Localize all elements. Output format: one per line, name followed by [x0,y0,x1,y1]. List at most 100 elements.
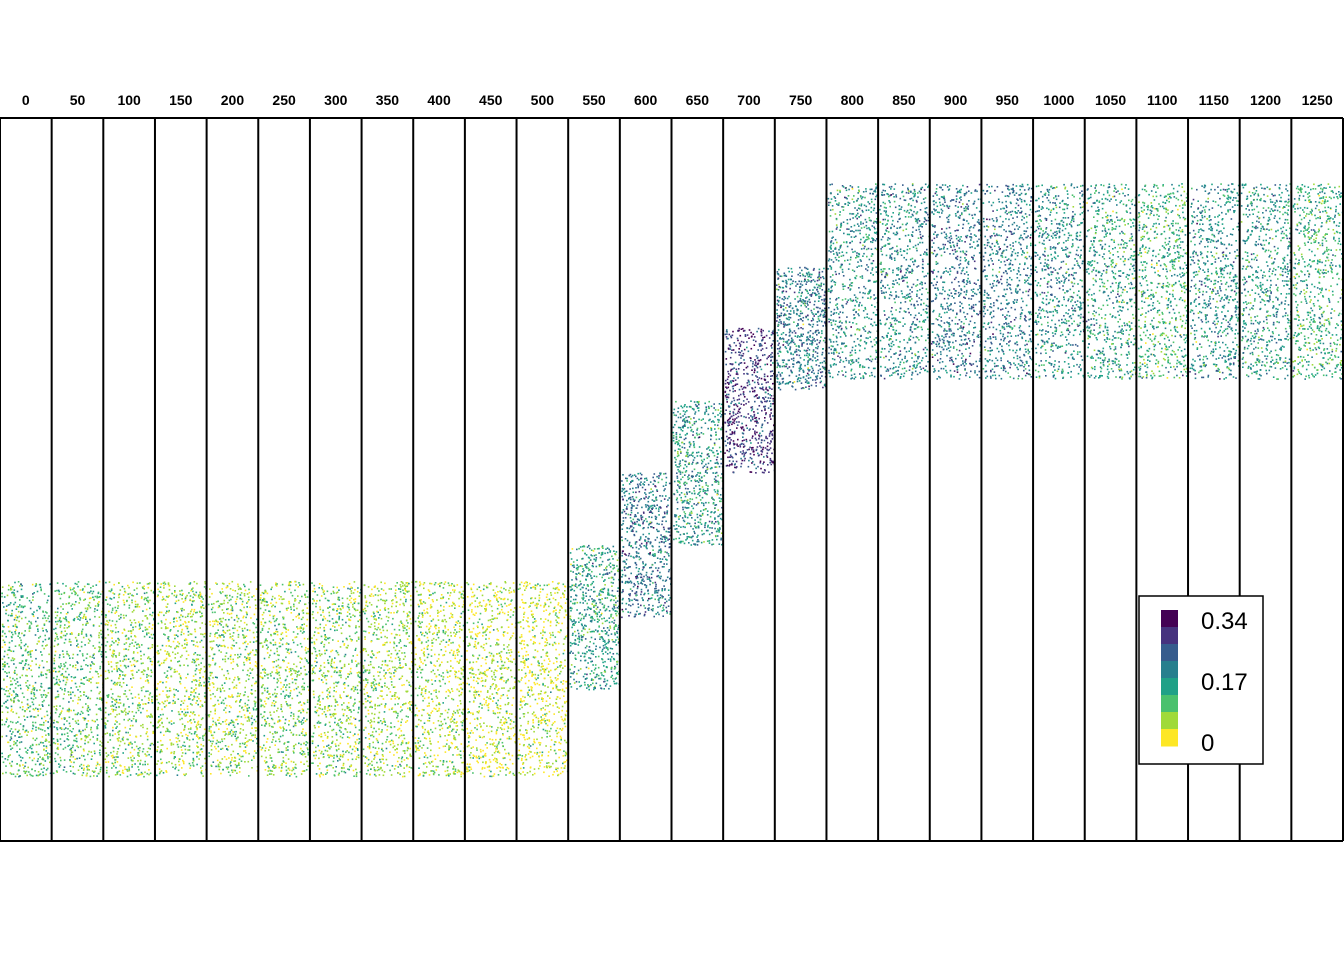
point [305,732,307,734]
point [46,661,48,663]
point [24,719,26,721]
point [376,587,379,590]
point [286,772,289,774]
point [299,701,301,703]
panel-label-16: 800 [841,92,865,108]
point [211,742,213,745]
point [111,640,114,643]
point [148,626,151,628]
point [55,770,58,772]
point [167,677,169,679]
point [25,648,27,651]
point [298,582,300,584]
point [321,674,323,676]
point [92,645,95,647]
point [169,655,171,657]
point [143,775,145,778]
point [396,716,398,719]
point [194,714,196,716]
point [1,635,4,637]
point [111,631,113,634]
point [142,748,145,750]
point [225,766,228,769]
point [195,659,198,661]
point [278,674,281,677]
point [47,756,49,758]
point [88,680,90,682]
point [302,627,305,630]
point [406,631,408,634]
point [292,639,294,641]
point [62,697,65,700]
point [109,713,112,715]
point [376,638,378,640]
point [326,599,329,602]
point [267,690,269,692]
point [248,720,251,722]
point [173,752,175,755]
point [83,677,86,679]
point [148,622,151,625]
point [213,705,216,707]
point [83,755,85,757]
point [355,773,358,776]
point [53,722,55,724]
point [260,713,262,716]
point [18,620,20,623]
point [268,767,270,770]
point [168,609,170,612]
point [109,597,111,600]
point [231,757,233,759]
point [317,714,320,717]
point [245,616,247,619]
point [14,669,16,672]
point [67,728,69,730]
point [181,615,184,618]
point [336,724,338,726]
point [367,620,370,623]
point [255,640,257,643]
point [354,718,357,720]
point [13,592,15,594]
point [197,723,200,726]
point [235,700,238,702]
point [198,685,200,687]
point [21,617,23,620]
point [222,731,225,733]
point [315,602,317,605]
point [118,770,121,772]
point [198,737,200,740]
point [294,678,296,681]
point [357,749,359,751]
point [9,602,12,604]
point [93,663,95,665]
point [160,620,163,622]
point [275,696,278,698]
point [304,593,306,596]
point [353,745,356,748]
panel-labels: 0 50 100 150 200 250 300 350 400 450 500 550 600 650 7… [22,92,1333,108]
point [400,757,403,760]
point [246,593,249,595]
point [374,703,376,706]
point [80,641,83,643]
point [156,750,158,753]
point [34,721,37,724]
point [242,642,244,645]
point [393,628,396,631]
point [342,750,344,753]
point [178,713,180,716]
point [220,723,222,725]
point [246,704,249,706]
point [39,741,42,744]
point [313,751,315,753]
point [177,645,180,648]
point [373,678,376,680]
point [69,691,72,694]
point [111,670,113,673]
point [49,744,52,746]
point [180,708,182,710]
point [236,765,238,767]
point [278,719,281,722]
point [18,700,20,702]
